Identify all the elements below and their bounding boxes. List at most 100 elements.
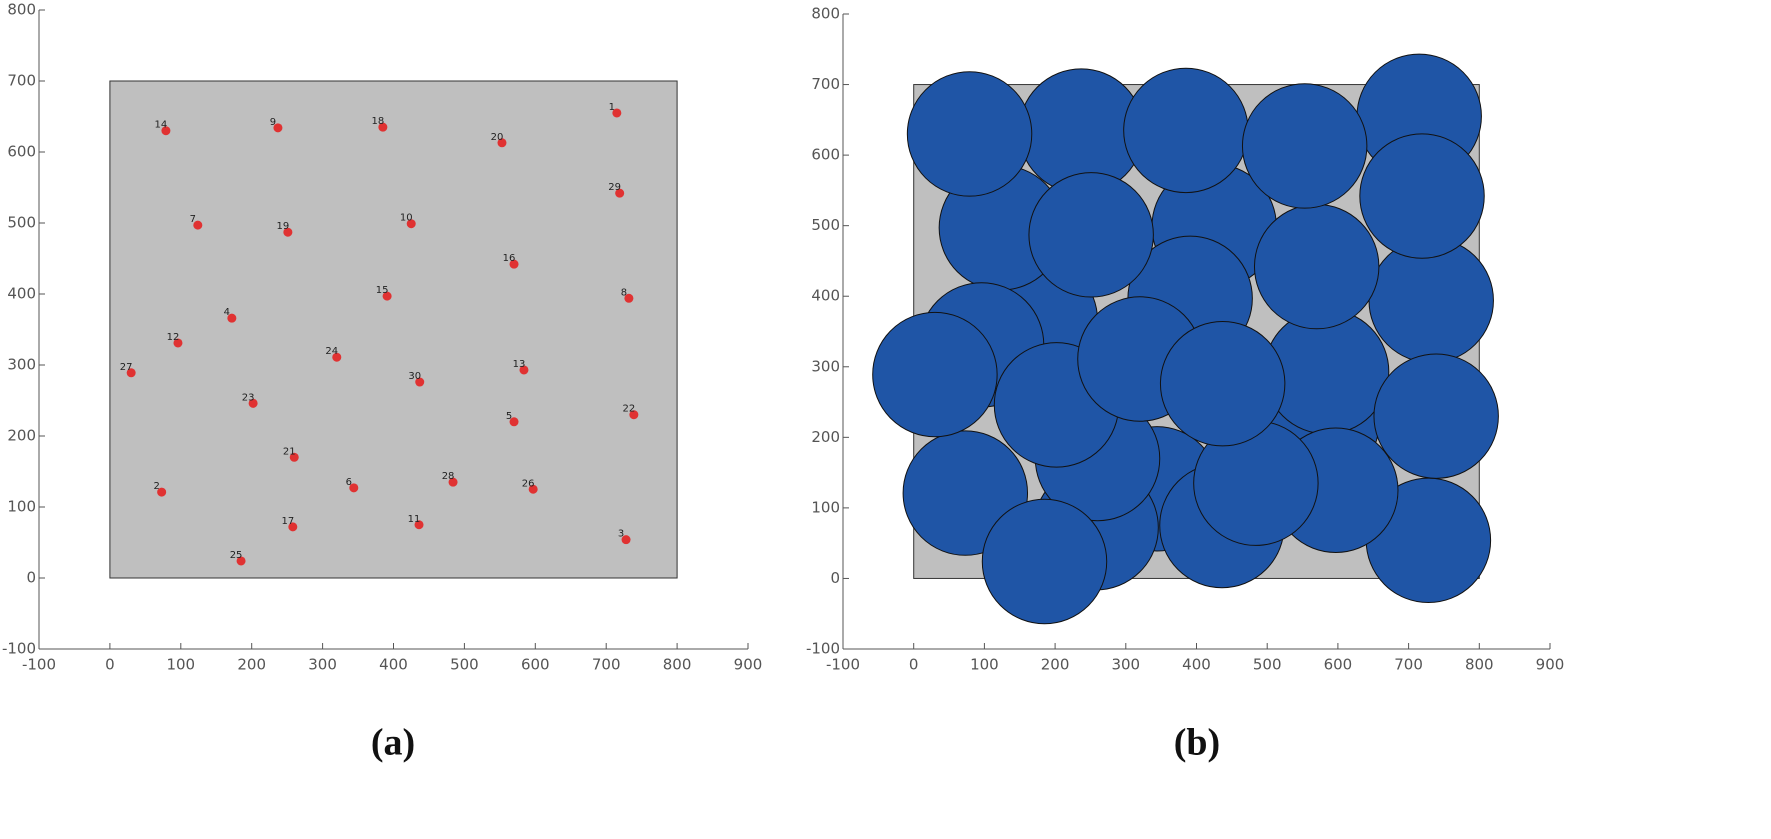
point-label: 22 [622,404,635,415]
disc [1359,133,1485,259]
y-tick-label: 400 [811,287,840,305]
point [126,368,136,378]
point [161,126,171,136]
x-tick-label: 500 [450,656,479,674]
x-tick-label: -100 [826,656,860,674]
point [236,556,246,566]
y-tick-label: 0 [26,569,36,587]
y-tick-label: 500 [7,214,36,232]
x-tick-label: -100 [22,656,56,674]
point-label: 24 [325,346,338,357]
y-tick-label: 200 [7,427,36,445]
point-label: 12 [167,332,180,343]
y-tick-label: 800 [811,5,840,23]
point [193,220,203,230]
y-tick-label: 300 [7,356,36,374]
disc [981,498,1108,625]
point-label: 19 [276,221,289,232]
point [406,219,416,229]
point-label: 30 [408,371,421,382]
point-label: 27 [120,362,133,373]
point-label: 20 [491,132,504,143]
point-label: 14 [155,120,168,131]
disc [1373,353,1499,479]
point [621,535,631,545]
x-tick-label: 300 [1111,656,1140,674]
y-tick-label: 200 [811,428,840,446]
x-tick-label: 200 [237,656,266,674]
y-tick-label: 100 [811,498,840,516]
disc [1159,320,1286,447]
point [289,452,299,462]
point [528,484,538,494]
point-label: 1 [609,102,615,113]
y-tick-label: 600 [7,143,36,161]
y-tick-label: 100 [7,498,36,516]
point-label: 5 [506,411,512,422]
x-tick-label: 800 [663,656,692,674]
point-label: 29 [608,182,621,193]
point [288,522,298,532]
x-tick-label: 100 [970,656,999,674]
domain-region [109,80,678,579]
point [227,313,237,323]
point-label: 23 [242,392,255,403]
point-label: 26 [522,478,535,489]
disc [1028,172,1154,298]
point [448,477,458,487]
x-tick-label: 900 [1536,656,1565,674]
point-label: 6 [346,477,352,488]
point-label: 17 [281,516,294,527]
point [497,138,507,148]
y-tick-label: -100 [806,640,840,658]
disc [872,311,998,438]
point [519,365,529,375]
point-label: 18 [371,116,384,127]
point [629,410,639,420]
point [273,123,283,133]
y-tick-label: 700 [811,75,840,93]
x-tick-label: 700 [1394,656,1423,674]
point-label: 4 [224,307,230,318]
point [173,338,183,348]
point [415,377,425,387]
disc [906,71,1033,197]
x-tick-label: 300 [308,656,337,674]
x-tick-label: 900 [734,656,763,674]
point [248,398,258,408]
point [349,483,359,493]
x-tick-label: 0 [909,656,919,674]
point [509,417,519,427]
point [624,293,634,303]
point-label: 9 [270,117,276,128]
y-tick-label: -100 [2,640,36,658]
point-label: 21 [283,446,296,457]
x-tick-label: 200 [1041,656,1070,674]
disc [1253,203,1380,330]
point [157,487,167,497]
point-label: 15 [376,285,389,296]
point [612,108,622,118]
point-label: 11 [408,514,421,525]
point [382,291,392,301]
point [283,227,293,237]
y-tick-label: 0 [830,569,840,587]
disc [1241,83,1368,209]
y-tick-label: 800 [7,1,36,19]
y-tick-label: 600 [811,146,840,164]
caption: (a) [371,722,415,764]
point [615,188,625,198]
point [414,520,424,530]
x-tick-label: 500 [1253,656,1282,674]
point [509,259,519,269]
point-label: 25 [230,550,243,561]
point-label: 16 [503,253,516,264]
y-tick-label: 500 [811,216,840,234]
point-label: 28 [442,471,455,482]
y-tick-label: 700 [7,72,36,90]
disc [1123,67,1249,194]
point [378,122,388,132]
x-tick-label: 100 [166,656,195,674]
x-tick-label: 0 [105,656,115,674]
